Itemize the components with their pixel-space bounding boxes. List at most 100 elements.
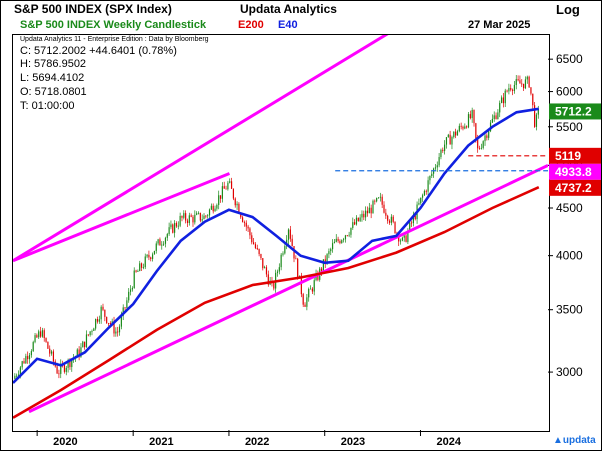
logo-text: updata <box>562 435 596 446</box>
candle-body <box>87 334 89 336</box>
candle-body <box>447 134 449 138</box>
candle-body <box>131 288 133 290</box>
candle-body <box>84 341 86 348</box>
candle-body <box>230 181 233 189</box>
updata-logo: ▲updata <box>553 435 596 446</box>
candle-body <box>63 364 66 372</box>
candle-body <box>185 213 187 221</box>
candle-body <box>502 97 504 104</box>
candle-body <box>41 330 43 337</box>
candle-body <box>343 239 345 241</box>
candle-body <box>106 316 108 323</box>
candle-body <box>508 88 510 92</box>
candle-body <box>324 259 326 264</box>
candle-body <box>216 204 218 209</box>
candle-body <box>243 222 246 223</box>
candle-body <box>254 244 257 249</box>
candle-body <box>475 123 477 139</box>
candle-body <box>460 125 462 127</box>
candle-body <box>504 90 506 104</box>
app-title: Updata Analytics <box>240 2 337 16</box>
candle-body <box>115 331 117 334</box>
candle-body <box>478 148 481 150</box>
candle-body <box>225 188 227 190</box>
candle-body <box>304 304 306 307</box>
candle-body <box>232 188 235 199</box>
candle-body <box>309 288 312 290</box>
candle-body <box>491 118 493 123</box>
candle-body <box>530 87 532 94</box>
candle-body <box>456 131 459 136</box>
close-value: C: 5712.2002 +44.6401 (0.78%) <box>20 45 177 57</box>
candle-body <box>403 235 405 238</box>
candle-body <box>251 235 253 243</box>
candle-body <box>477 138 479 149</box>
candle-body <box>196 213 198 215</box>
candle-body <box>168 227 170 235</box>
candle-body <box>50 351 53 354</box>
candle-body <box>405 235 407 242</box>
value-badge-5712.2 <box>549 103 601 120</box>
candle-body <box>431 173 433 176</box>
candle-body <box>210 205 212 210</box>
candle-body <box>352 222 354 228</box>
candle-body <box>355 217 358 225</box>
candle-body <box>190 215 192 217</box>
candle-body <box>181 216 183 218</box>
candle-body <box>506 90 508 92</box>
value-badge-4737.2 <box>549 179 601 196</box>
candle-body <box>95 318 97 329</box>
candle-body <box>100 306 102 320</box>
candle-body <box>155 243 157 251</box>
candle-body <box>458 125 460 132</box>
candle-body <box>56 366 58 374</box>
candle-body <box>493 115 495 119</box>
candle-body <box>139 263 141 272</box>
candle-body <box>337 238 339 241</box>
candle-body <box>126 300 128 308</box>
candle-body <box>313 280 315 292</box>
legend-e40: E40 <box>278 19 298 31</box>
candle-body <box>423 190 426 196</box>
candle-body <box>153 250 156 255</box>
candle-body <box>265 267 268 275</box>
candle-body <box>289 229 291 239</box>
candle-body <box>427 180 429 192</box>
candle-body <box>38 331 40 338</box>
candle-body <box>142 267 145 268</box>
candle-body <box>120 315 122 327</box>
candle-body <box>264 267 266 269</box>
candle-body <box>93 328 95 331</box>
value-badge-label-4737.2: 4737.2 <box>555 181 592 195</box>
candle-body <box>280 254 282 268</box>
candle-body <box>205 215 207 217</box>
candle-body <box>532 93 534 106</box>
candle-body <box>469 114 471 119</box>
value-badge-label-5119: 5119 <box>555 149 581 163</box>
candles <box>14 74 539 380</box>
candle-body <box>368 207 370 214</box>
plot-area <box>12 34 550 432</box>
candle-body <box>510 88 512 90</box>
candle-body <box>361 213 363 218</box>
candle-body <box>399 240 402 242</box>
candle-body <box>278 267 280 272</box>
x-tick-label-2022: 2022 <box>245 436 269 448</box>
candle-body <box>146 254 148 257</box>
candle-body <box>524 79 527 89</box>
candle-body <box>535 114 538 127</box>
candle-body <box>137 271 139 272</box>
candle-body <box>28 355 31 360</box>
candle-body <box>199 212 201 221</box>
candle-body <box>253 242 255 245</box>
candle-body <box>148 254 150 258</box>
candle-body <box>197 212 200 214</box>
candle-body <box>122 307 124 316</box>
candle-body <box>98 319 100 322</box>
value-badge-label-5712.2: 5712.2 <box>555 104 592 118</box>
candle-body <box>359 217 361 222</box>
candle-body <box>390 216 392 223</box>
x-tick-label-2023: 2023 <box>341 436 365 448</box>
candle-body <box>238 203 240 214</box>
logo-icon: ▲ <box>553 435 563 446</box>
